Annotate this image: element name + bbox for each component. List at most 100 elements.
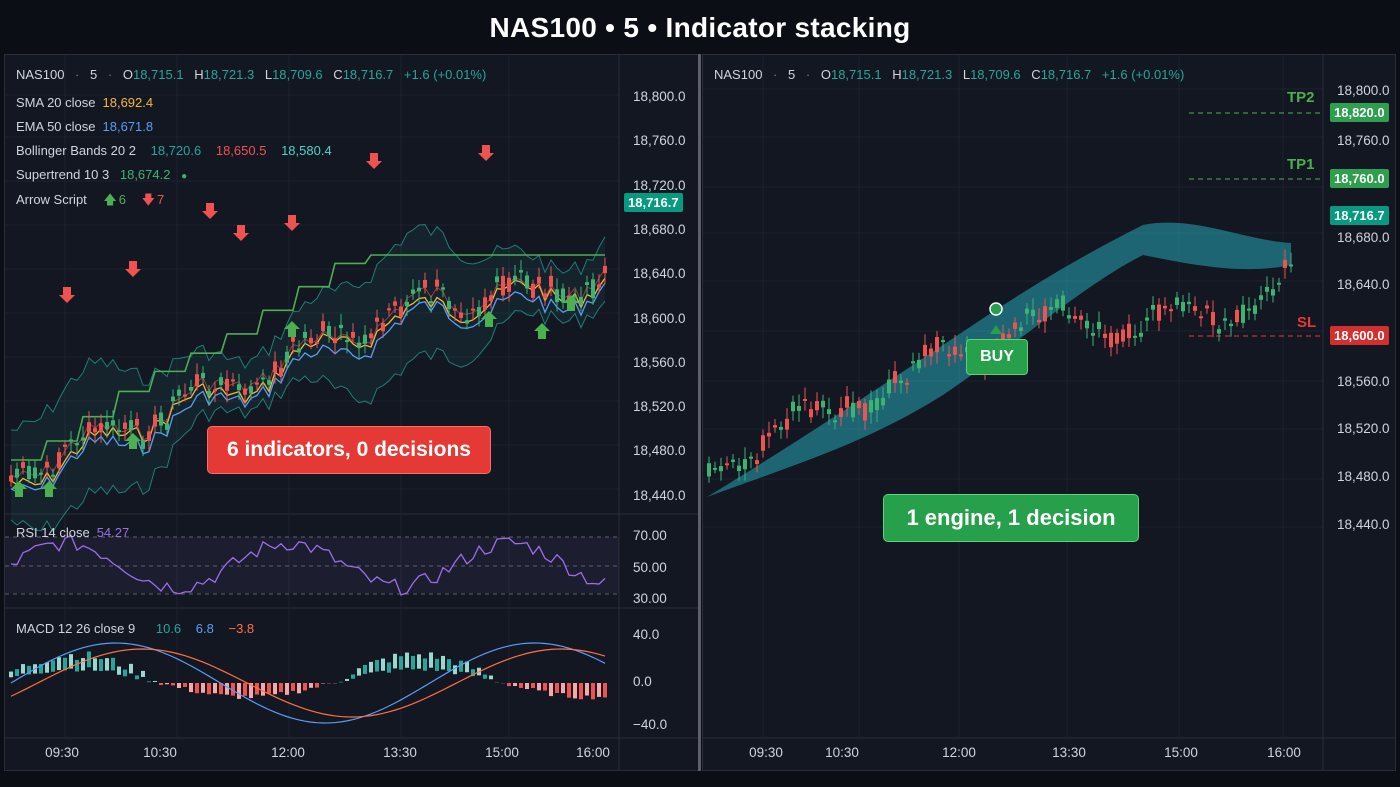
high-value: 18,721.3 [203,67,255,82]
left-candle [321,321,325,331]
right-candle [1139,332,1143,337]
high-key: H [194,67,204,82]
left-candle [267,380,271,385]
tp2-label: TP2 [1287,89,1315,106]
macd-hist-bar [105,658,109,671]
macd-signal-line [10,648,606,718]
right-chart-panel[interactable]: NAS100 · 5 · O18,715.1 H18,721.3 L18,709… [702,54,1396,771]
bollinger-legend[interactable]: Bollinger Bands 20 2 18,720.6 18,650.5 1… [16,143,339,158]
macd-hist-bar [45,662,49,673]
right-time-label-4: 15:00 [1164,745,1198,760]
left-candle [45,461,49,468]
macd-hist-bar [93,658,97,671]
macd-hist-bar [555,683,559,694]
right-candle [881,397,885,406]
open-value: 18,715.1 [830,67,882,82]
right-candle [809,409,813,418]
right-candle [1271,289,1275,296]
right-candle [815,401,819,411]
macd-scale-label-2: −40.0 [633,717,668,732]
left-candle [495,276,499,283]
left-candle [135,418,139,426]
left-candle [93,428,97,433]
left-candle [39,472,43,475]
right-price-label-0: 18,800.0 [1337,83,1390,98]
rsi-band-fill [5,537,619,593]
left-chart-canvas[interactable] [5,55,699,770]
supertrend-legend[interactable]: Supertrend 10 3 18,674.2 ● [16,167,194,182]
left-time-label-3: 13:30 [383,745,417,760]
macd-hist-bar [141,670,145,677]
left-candle [111,420,115,426]
panel-divider[interactable] [698,54,701,771]
rsi-legend[interactable]: RSI 14 close 54.27 [16,525,136,540]
left-candle [117,430,121,433]
rsi-value: 54.27 [96,525,130,540]
left-candle [333,338,337,344]
right-candle [1043,306,1047,322]
right-candle [1205,305,1209,309]
buy-entry-point [989,302,1003,316]
macd-hist-bar [411,655,415,670]
macd-hist-bar [165,683,169,685]
macd-hist-bar [189,683,193,693]
left-price-label-2: 18,720.0 [633,177,686,193]
left-candle [375,317,379,322]
right-candle [1037,319,1041,323]
timeframe-label[interactable]: 5 [90,67,98,82]
symbol-label[interactable]: NAS100 [714,67,763,82]
left-candle [231,379,235,382]
macd-hist-bar [435,658,439,671]
left-candle [477,307,481,317]
left-time-label-2: 12:00 [271,745,305,760]
left-candle [519,270,523,273]
open-key: O [820,67,831,82]
macd-hist-bar [387,662,391,673]
left-candle [411,289,415,294]
right-candle [839,408,843,418]
right-candle [1079,315,1083,320]
left-candle [603,265,607,274]
right-candle [869,400,873,413]
ema-legend[interactable]: EMA 50 close 18,671.8 [16,119,160,134]
macd-hist-bar [561,683,565,694]
left-candle [501,275,505,296]
right-candle [1199,316,1203,319]
macd-hist-bar [453,665,457,675]
left-candle [585,282,589,285]
macd-legend[interactable]: MACD 12 26 close 9 10.6 6.8 −3.8 [16,621,261,636]
right-candle [875,398,879,411]
left-candle [465,320,469,324]
low-key: L [264,67,273,82]
sma-legend[interactable]: SMA 20 close 18,692.4 [16,95,160,110]
left-candle [69,439,73,442]
left-candle [387,308,391,311]
macd-hist-bar [273,683,277,695]
left-last-price-tag: 18,716.7 [624,193,683,212]
sma-line [10,277,606,486]
macd-hist-bar [381,658,385,671]
macd-hist-bar [393,653,397,669]
macd-hist-bar [369,661,373,673]
sell-arrow-icon-6 [478,145,494,161]
right-candle [1013,322,1017,329]
buy-arrow-icon-6 [563,295,579,311]
right-chart-canvas[interactable] [703,55,1395,770]
left-candle [129,420,133,431]
right-candle [1259,295,1263,300]
buy-signal-badge[interactable]: BUY [966,339,1028,375]
right-price-label-2: 18,680.0 [1337,230,1390,245]
macd-hist-bar [297,683,301,694]
left-time-label-0: 09:30 [45,745,79,760]
macd-value: 10.6 [155,621,182,636]
right-candle [893,371,897,384]
right-candle [1175,297,1179,306]
tp1-price-tag: 18,760.0 [1330,169,1389,188]
left-chart-panel[interactable]: NAS100 · 5 · O18,715.1 H18,721.3 L18,709… [4,54,700,771]
timeframe-label[interactable]: 5 [788,67,796,82]
symbol-label[interactable]: NAS100 [16,67,65,82]
macd-hist-bar [81,658,85,671]
arrow-script-legend[interactable]: Arrow Script 🡅 6 🡇 7 [16,191,171,213]
right-price-label-5: 18,520.0 [1337,421,1390,436]
left-candle [147,431,151,441]
